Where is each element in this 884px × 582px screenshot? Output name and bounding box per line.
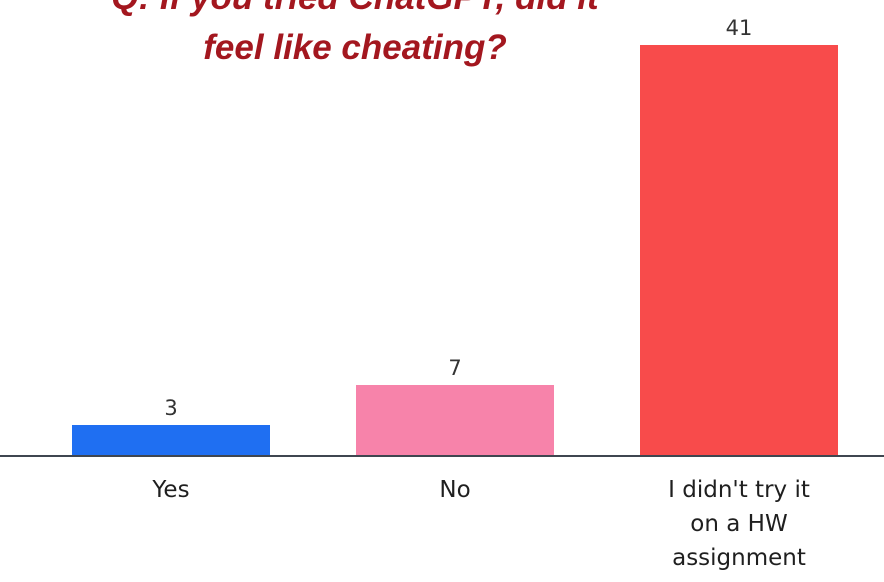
- category-label-2-line-1: on a HW: [690, 511, 787, 537]
- category-label-2-line-2: assignment: [672, 545, 806, 571]
- category-label-2-line-0: I didn't try it: [668, 477, 810, 503]
- chart-title-line-1: Q: If you tried ChatGPT, did it: [60, 0, 650, 18]
- category-label-1-line-0: No: [439, 477, 470, 503]
- bar-value-label-0: 3: [164, 396, 177, 420]
- bar-value-label-2: 41: [726, 16, 753, 40]
- bar-value-label-1: 7: [448, 356, 461, 380]
- category-label-0-line-0: Yes: [151, 477, 189, 503]
- bar-1: [356, 385, 554, 455]
- chart-title-line-2: feel like cheating?: [203, 28, 507, 67]
- bar-0: [72, 425, 270, 455]
- bar-2: [640, 45, 838, 455]
